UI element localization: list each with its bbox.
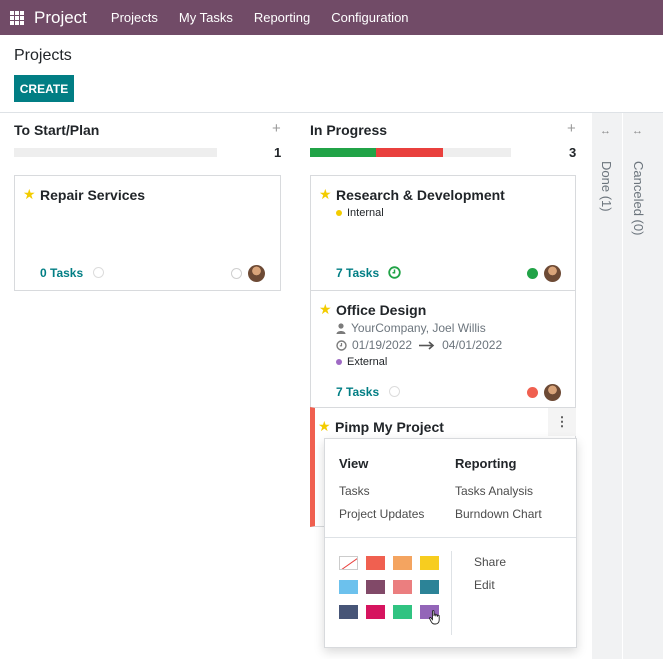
card-title: Office Design (336, 302, 427, 318)
card-title: Repair Services (40, 187, 146, 203)
column-title-in-progress[interactable]: In Progress (310, 122, 388, 138)
status-indicator[interactable] (527, 387, 538, 398)
app-brand[interactable]: Project (34, 7, 87, 27)
color-swatch[interactable] (420, 580, 439, 594)
favorite-star-icon[interactable]: ★ (23, 186, 36, 202)
arrow-right-icon (419, 340, 435, 350)
progress-red-segment[interactable] (376, 148, 443, 157)
folded-column-canceled[interactable]: ↔ Canceled (0) (623, 113, 663, 659)
tasks-link[interactable]: 0 Tasks (40, 266, 84, 280)
color-swatch[interactable] (339, 580, 358, 594)
no-color-slash-icon (341, 558, 357, 569)
status-indicator[interactable] (527, 268, 538, 279)
expand-arrows-icon[interactable]: ↔ (600, 125, 611, 137)
reporting-header: Reporting (455, 456, 517, 471)
nav-reporting[interactable]: Reporting (253, 10, 311, 25)
nav-projects[interactable]: Projects (110, 10, 158, 25)
color-swatch[interactable] (366, 580, 385, 594)
tag-external: External (336, 356, 387, 368)
favorite-star-icon[interactable]: ★ (319, 301, 332, 317)
column-gap (622, 113, 623, 659)
color-swatch[interactable] (366, 556, 385, 570)
project-card-office-design[interactable]: ★ Office Design YourCompany, Joel Willis… (310, 290, 576, 408)
folded-column-done[interactable]: ↔ Done (1) (592, 113, 622, 659)
column-progress-bar[interactable] (310, 148, 511, 157)
control-panel-divider (0, 112, 663, 113)
color-swatch-none[interactable] (339, 556, 358, 570)
dropdown-vertical-divider (451, 551, 452, 635)
column-title-to-start[interactable]: To Start/Plan (14, 122, 100, 138)
progress-green-segment[interactable] (310, 148, 377, 157)
color-swatch[interactable] (339, 605, 358, 619)
burndown-chart-link[interactable]: Burndown Chart (455, 507, 542, 521)
top-navbar: Project Projects My Tasks Reporting Conf… (0, 0, 663, 35)
dropdown-divider (325, 537, 576, 538)
activity-icon[interactable] (93, 267, 104, 278)
share-link[interactable]: Share (474, 555, 507, 569)
tasks-analysis-link[interactable]: Tasks Analysis (455, 484, 534, 498)
date-end: 04/01/2022 (442, 338, 503, 352)
folded-column-label: Done (1) (599, 161, 614, 212)
tag-label: Internal (347, 207, 384, 219)
tag-label: External (347, 356, 388, 368)
clock-icon (336, 339, 347, 351)
card-title: Research & Development (336, 187, 505, 203)
favorite-star-icon[interactable]: ★ (319, 186, 332, 202)
view-tasks-link[interactable]: Tasks (339, 484, 370, 498)
tasks-link[interactable]: 7 Tasks (336, 385, 380, 399)
color-swatch[interactable] (393, 580, 412, 594)
column-progress-bar[interactable] (14, 148, 217, 157)
nav-my-tasks[interactable]: My Tasks (178, 10, 233, 25)
clock-activity-icon[interactable] (388, 266, 401, 279)
page-title: Projects (14, 47, 72, 64)
column-add-icon[interactable]: + (272, 120, 281, 137)
view-project-updates-link[interactable]: Project Updates (339, 507, 425, 521)
activity-icon[interactable] (389, 386, 400, 397)
avatar (248, 265, 265, 282)
card-options-kebab-icon[interactable]: ⋮ (548, 408, 576, 436)
project-card-repair-services[interactable]: ★ Repair Services 0 Tasks (14, 175, 281, 291)
avatar (544, 384, 561, 401)
partner-name: YourCompany, Joel Willis (351, 321, 486, 335)
tag-dot (336, 210, 342, 216)
date-range: 01/19/2022 04/01/2022 (336, 338, 502, 352)
column-count: 3 (569, 145, 577, 160)
card-title: Pimp My Project (335, 419, 444, 435)
color-swatch[interactable] (393, 605, 412, 619)
project-card-research-development[interactable]: ★ Research & Development Internal 7 Task… (310, 175, 576, 291)
view-header: View (339, 456, 369, 471)
create-button[interactable]: CREATE (14, 75, 74, 102)
date-start: 01/19/2022 (352, 338, 413, 352)
tasks-link[interactable]: 7 Tasks (336, 266, 380, 280)
tag-dot (336, 359, 342, 365)
color-swatch[interactable] (393, 556, 412, 570)
color-swatch[interactable] (420, 556, 439, 570)
tag-internal: Internal (336, 207, 384, 219)
folded-column-label: Canceled (0) (631, 161, 646, 236)
apps-menu-icon[interactable] (10, 10, 24, 25)
column-add-icon[interactable]: + (567, 120, 576, 137)
avatar (544, 265, 561, 282)
edit-link[interactable]: Edit (474, 578, 495, 592)
nav-configuration[interactable]: Configuration (331, 10, 409, 25)
status-indicator[interactable] (231, 268, 242, 279)
partner-line: YourCompany, Joel Willis (336, 321, 486, 335)
column-count: 1 (274, 145, 282, 160)
color-swatch[interactable] (366, 605, 385, 619)
expand-arrows-icon[interactable]: ↔ (632, 125, 643, 137)
hand-pointer-cursor-icon (429, 610, 440, 625)
favorite-star-icon[interactable]: ★ (318, 418, 331, 434)
card-options-dropdown: View Tasks Project Updates Reporting Tas… (324, 438, 577, 648)
user-icon (336, 322, 346, 334)
